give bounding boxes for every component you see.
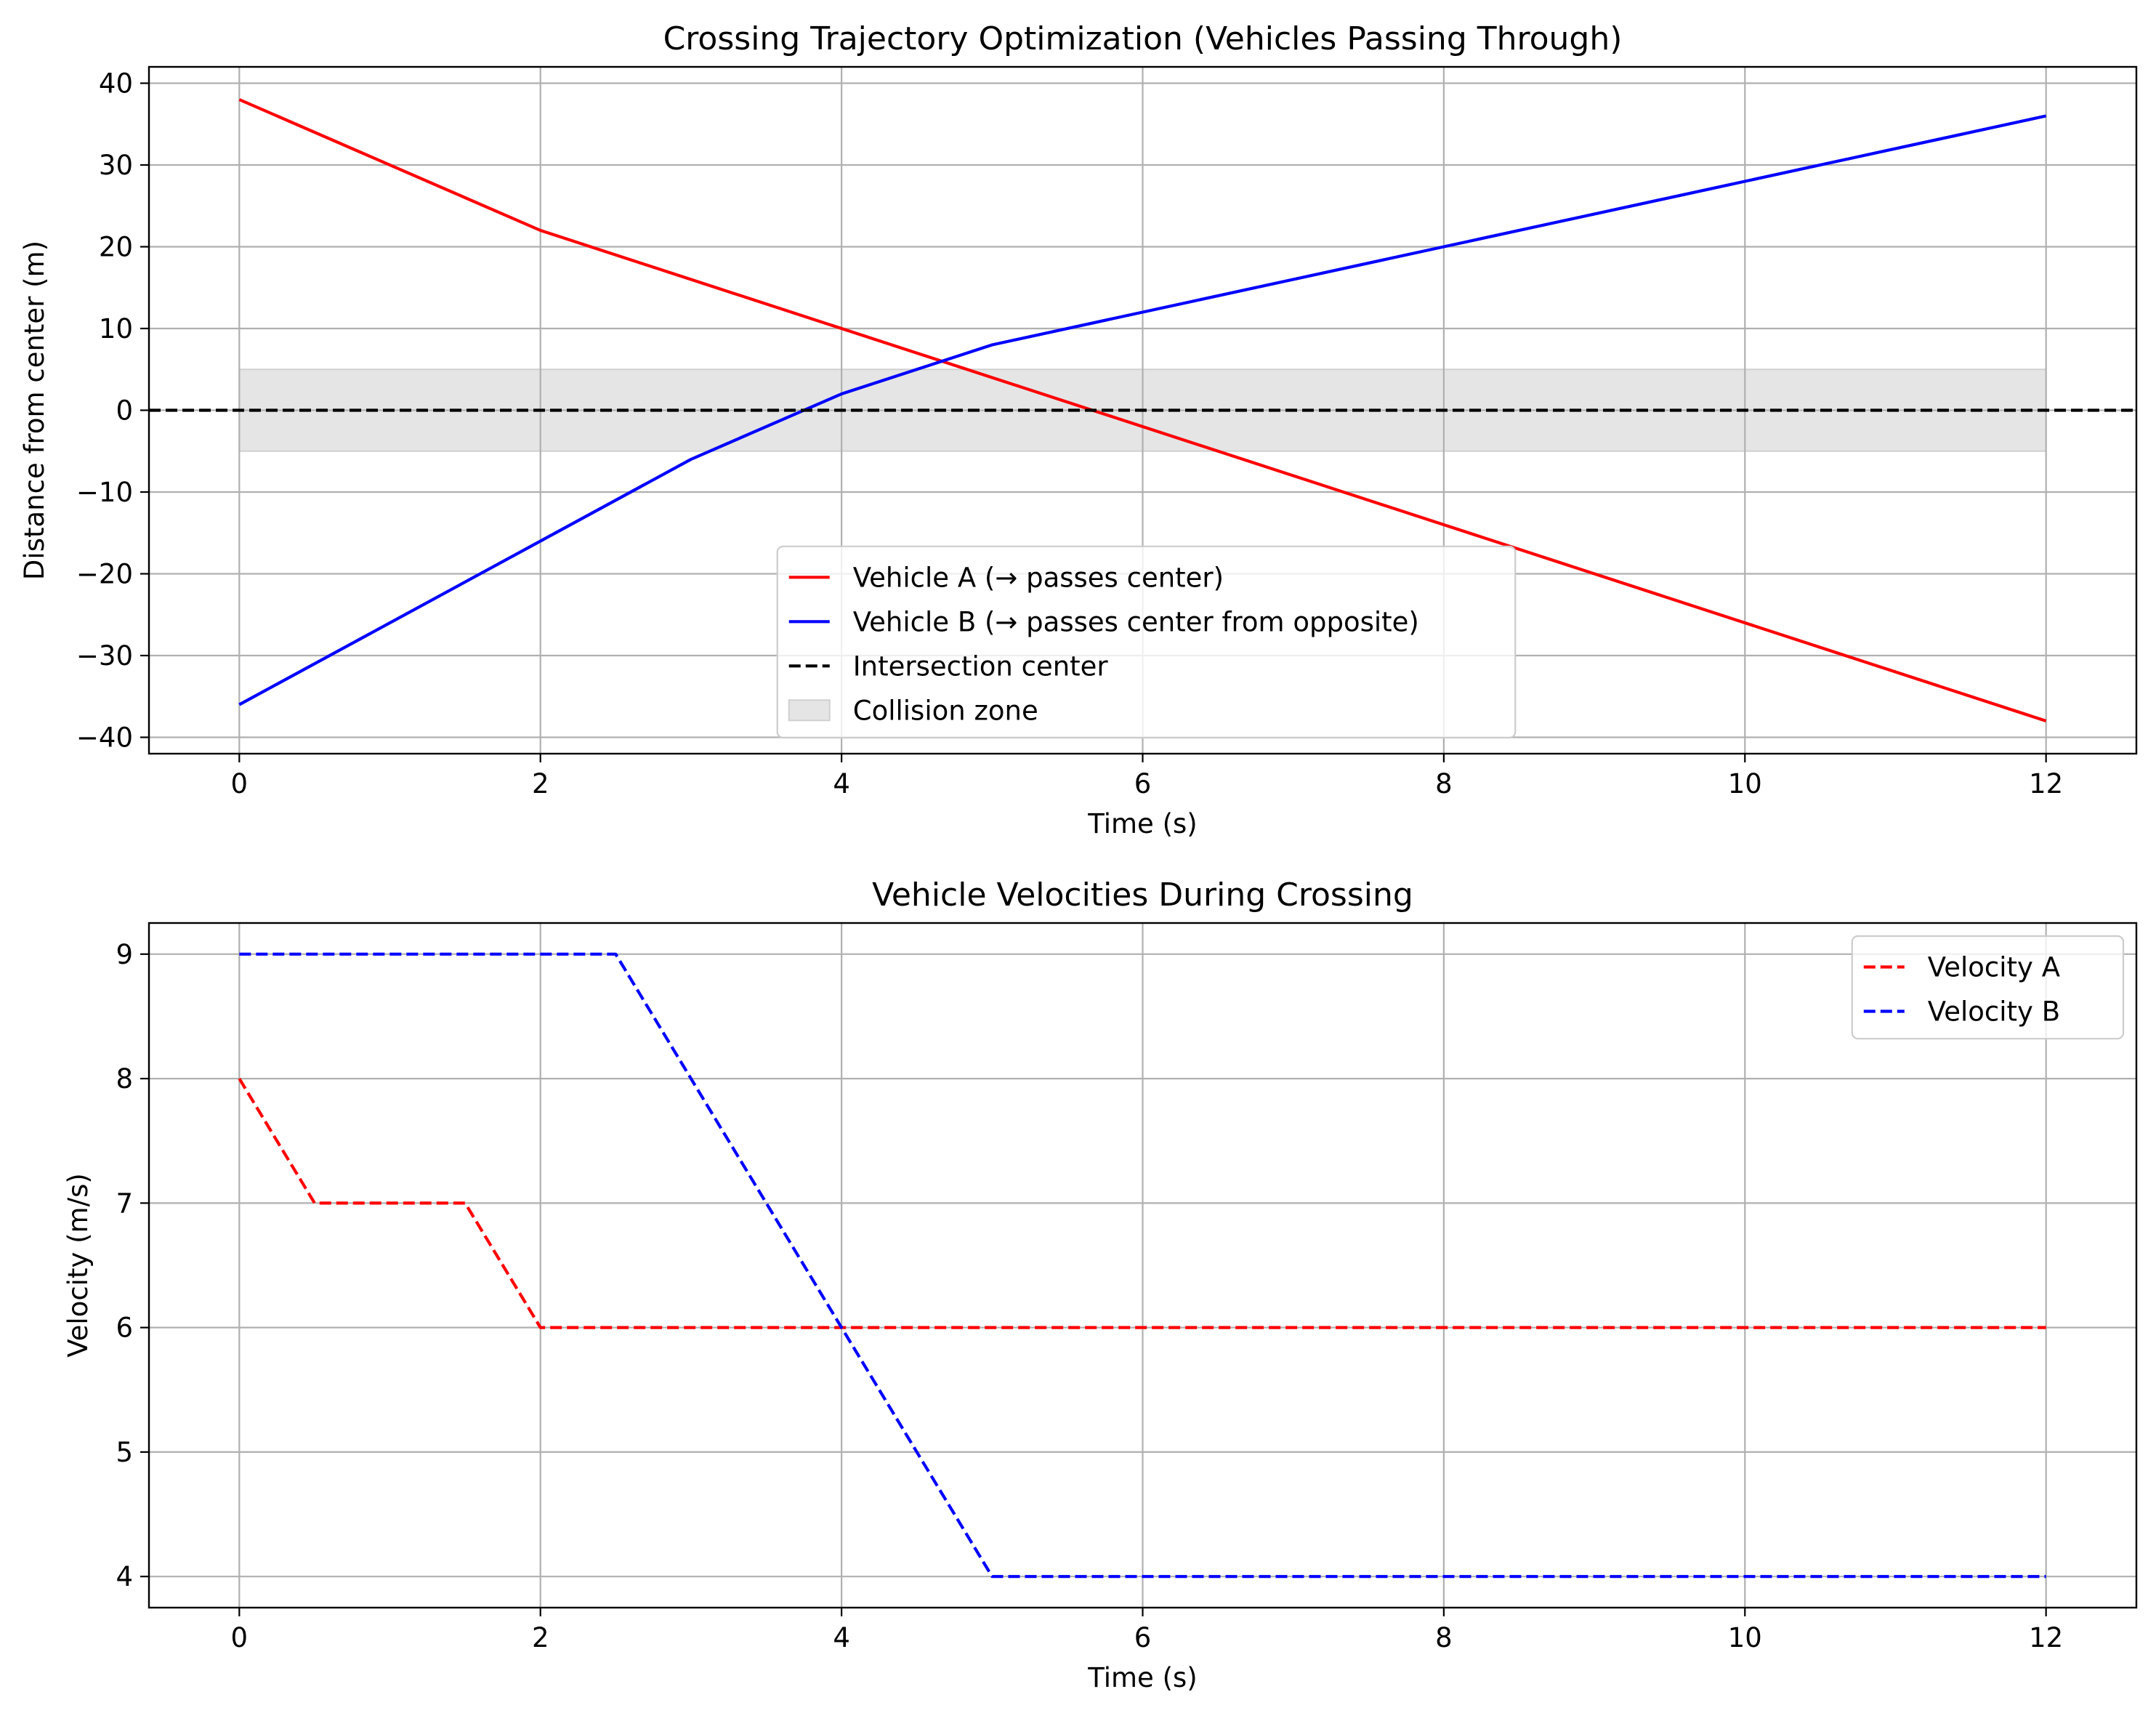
- chart-title: Vehicle Velocities During Crossing: [872, 876, 1413, 914]
- series-layer: [149, 98, 2136, 722]
- series-layer: [238, 952, 2046, 1579]
- series-line-1: [238, 98, 2047, 722]
- y-tick-label: 4: [116, 1561, 133, 1592]
- series-line-1: [238, 1078, 2046, 1329]
- legend: Vehicle A (→ passes center) Vehicle B (→ …: [776, 545, 1517, 739]
- x-tick-label: 10: [1728, 1622, 1762, 1653]
- x-tick-label: 12: [2029, 1622, 2063, 1653]
- chart-panel-2: 0 2 4 6 8 10 12 4 5 6 7 8 9 Vehicle Velocities During…: [62, 876, 2138, 1693]
- legend-box: [776, 545, 1517, 739]
- y-tick-label: −30: [76, 640, 133, 672]
- legend-label: Intersection center: [853, 650, 1109, 682]
- x-tick-label: 12: [2029, 768, 2063, 799]
- x-tick-label: 2: [532, 768, 549, 799]
- y-tick-label: 9: [116, 939, 133, 970]
- series-line-2: [238, 114, 2047, 706]
- legend-box: [1851, 935, 2125, 1040]
- series-line-2: [239, 952, 2046, 1579]
- x-tick-label: 6: [1134, 768, 1152, 799]
- y-axis-label: Velocity (m/s): [62, 1173, 94, 1358]
- legend-label: Collision zone: [853, 695, 1038, 726]
- x-tick-label: 8: [1435, 1622, 1453, 1653]
- legend-label: Vehicle A (→ passes center): [853, 562, 1224, 593]
- y-tick-label: 6: [116, 1313, 133, 1344]
- x-tick-label: 0: [231, 768, 249, 799]
- y-tick-label: 5: [116, 1437, 133, 1468]
- y-tick-label: −20: [76, 559, 133, 590]
- legend-label: Velocity A: [1928, 952, 2060, 983]
- y-axis-label: Distance from center (m): [19, 241, 50, 580]
- y-tick-label: 7: [116, 1188, 133, 1219]
- x-tick-label: 8: [1435, 768, 1453, 799]
- chart-panel-1: 0 2 4 6 8 10 12 −40 −30 −20 −10 0 10 20 30 40 Crossing T…: [19, 20, 2138, 839]
- x-axis-label: Time (s): [1087, 808, 1197, 839]
- y-tick-label: −40: [76, 722, 133, 754]
- y-tick-label: 10: [99, 313, 133, 344]
- x-axis-label: Time (s): [1087, 1662, 1197, 1693]
- x-tick-label: 4: [833, 768, 850, 799]
- y-tick-label: 40: [99, 68, 133, 100]
- x-tick-label: 6: [1134, 1622, 1152, 1653]
- legend-swatch: [788, 699, 831, 722]
- chart-title: Crossing Trajectory Optimization (Vehicl…: [663, 20, 1623, 57]
- x-tick-label: 2: [532, 1622, 549, 1653]
- x-tick-label: 0: [231, 1622, 249, 1653]
- x-tick-label: 10: [1728, 768, 1762, 799]
- y-tick-label: −10: [76, 477, 133, 508]
- legend-label: Vehicle B (→ passes center from opposite…: [853, 606, 1419, 637]
- y-tick-label: 0: [116, 395, 133, 427]
- y-tick-label: 30: [99, 150, 133, 181]
- y-tick-label: 20: [99, 232, 133, 263]
- x-tick-label: 4: [833, 1622, 850, 1653]
- legend: Velocity A Velocity B: [1851, 935, 2125, 1040]
- y-tick-label: 8: [116, 1063, 133, 1095]
- legend-label: Velocity B: [1928, 996, 2060, 1028]
